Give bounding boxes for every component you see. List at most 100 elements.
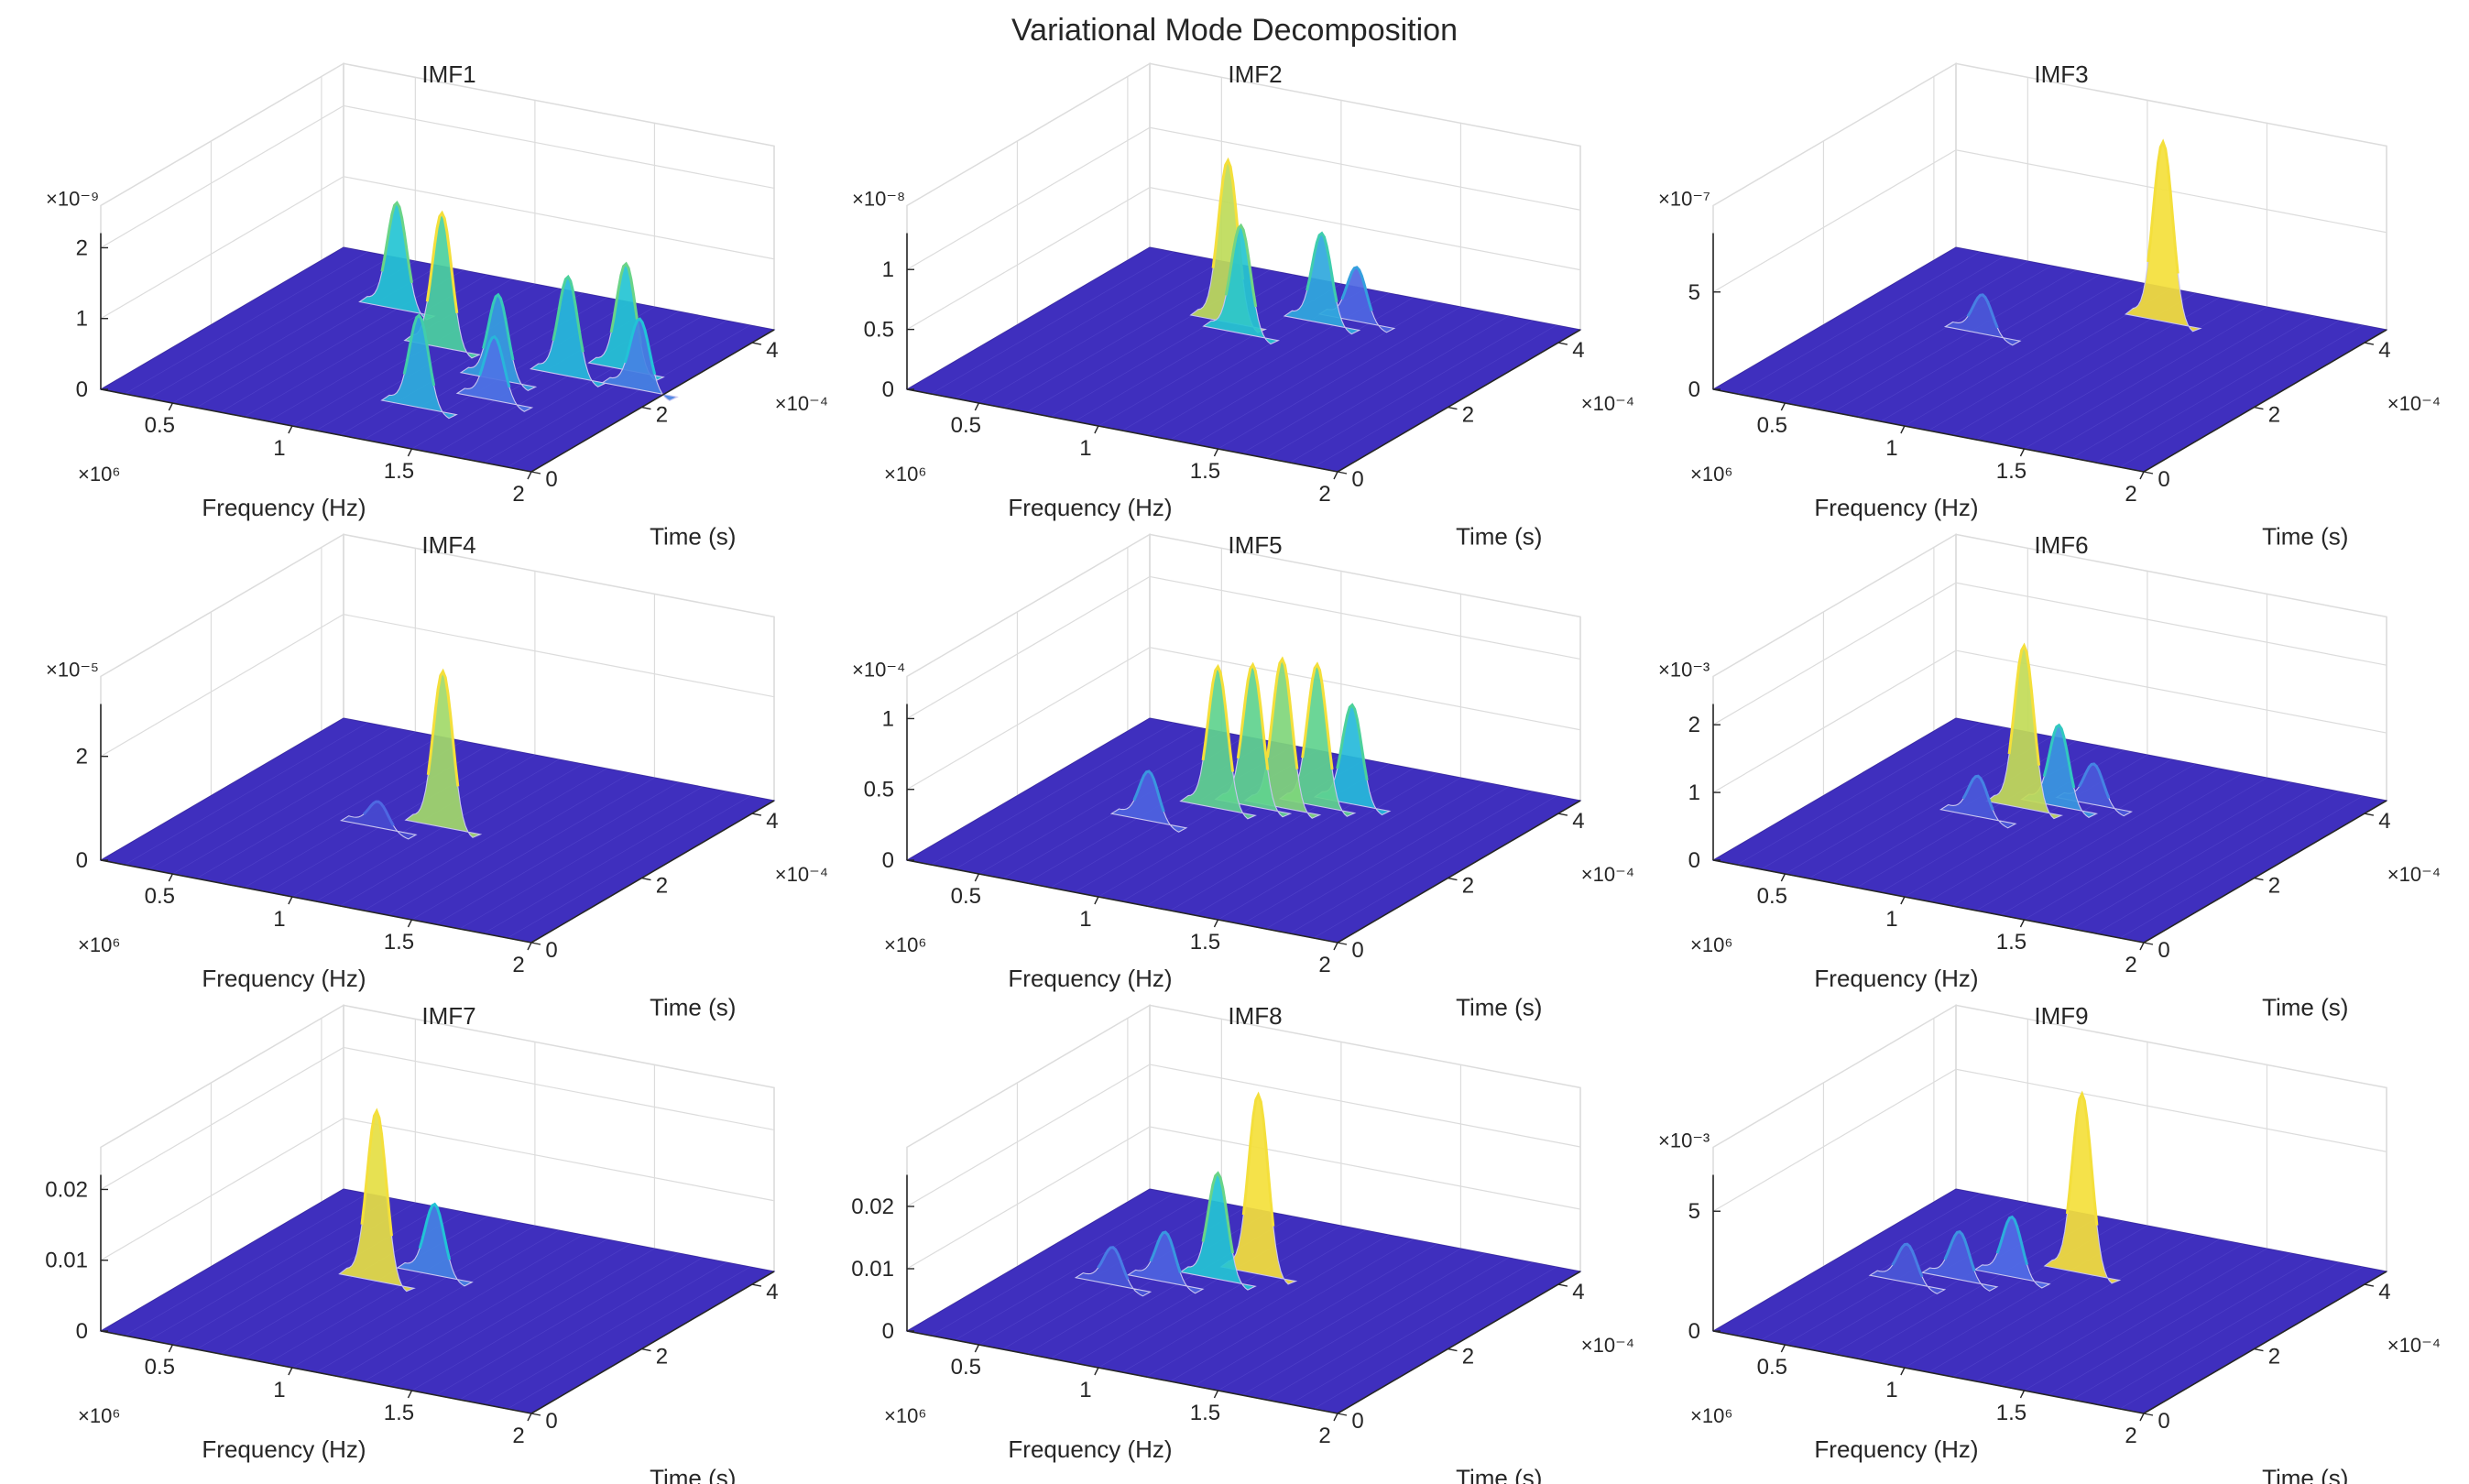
x-tick <box>168 873 173 882</box>
mesh-line <box>1194 772 1437 916</box>
x-tick <box>168 1344 173 1353</box>
peak-ridge <box>1236 661 1270 770</box>
peak-ridge <box>1306 231 1338 302</box>
x-tick-label: 1.5 <box>384 930 414 955</box>
mesh-line <box>507 324 751 468</box>
x-tick-label: 1 <box>1079 1378 1091 1402</box>
y-axis-label: Time (s) <box>2262 522 2348 550</box>
y-axis-label: Time (s) <box>650 522 736 550</box>
x-tick <box>1094 425 1099 434</box>
z-tick-label: 5 <box>1688 1199 1700 1224</box>
mesh-line <box>955 1197 1198 1341</box>
peak-ridge <box>1961 774 1994 812</box>
mesh-line <box>244 1216 487 1359</box>
x-tick <box>2139 1413 2145 1422</box>
z-tick-label: 0 <box>882 377 894 402</box>
x-tick <box>288 1367 293 1376</box>
mesh-line <box>2000 301 2244 445</box>
mesh-line <box>1145 1234 1390 1378</box>
time-axis <box>2143 1271 2387 1414</box>
x-tick <box>407 1390 413 1399</box>
x-tick-label: 2 <box>1318 1424 1330 1448</box>
mesh-line <box>459 315 703 459</box>
mesh-line <box>1241 781 1485 925</box>
grid-line <box>906 126 1581 270</box>
mesh-line <box>1785 260 2028 404</box>
z-tick-label: 1 <box>882 257 894 282</box>
y-tick <box>1448 877 1458 881</box>
x-tick <box>288 896 293 905</box>
x-tick-label: 0.5 <box>951 884 981 909</box>
mesh-line <box>1761 1197 2005 1341</box>
x-tick <box>1213 1390 1219 1399</box>
peak-ridge <box>1995 1215 2029 1266</box>
mesh-line <box>1313 795 1557 939</box>
x-exponent: ×10⁶ <box>1690 1404 1732 1427</box>
grid-line <box>906 647 1581 791</box>
x-tick <box>527 942 532 951</box>
mesh-line <box>435 781 679 925</box>
peak-ridge <box>2147 138 2179 274</box>
y-tick-label: 2 <box>1462 1345 1474 1369</box>
z-exponent: ×10⁻⁹ <box>46 187 99 210</box>
peak-ridge <box>360 1108 393 1237</box>
x-tick-label: 0.5 <box>1757 1355 1787 1380</box>
x-exponent: ×10⁶ <box>884 933 926 956</box>
x-tick-label: 2 <box>512 1424 524 1448</box>
y-tick <box>2143 471 2154 475</box>
mesh-line <box>1808 265 2052 409</box>
z-tick-label: 5 <box>1688 280 1700 305</box>
x-tick-label: 1.5 <box>1996 930 2027 955</box>
y-tick-label: 2 <box>1462 403 1474 428</box>
mesh-line <box>220 269 464 413</box>
y-tick-label: 4 <box>1572 809 1584 834</box>
mesh-line <box>2119 1266 2364 1410</box>
mesh-line <box>1832 1211 2076 1355</box>
mesh-line <box>1170 768 1414 911</box>
y-exponent: ×10⁻⁴ <box>1581 1334 1634 1357</box>
subplot-imf5: 0.511.5202400.51×10⁻⁴×10⁶×10⁻⁴Frequency … <box>852 531 1634 1020</box>
y-tick <box>2364 342 2375 345</box>
y-tick <box>641 877 651 881</box>
x-tick-label: 0.5 <box>145 884 175 909</box>
mesh-line <box>196 1206 440 1350</box>
x-tick-label: 2 <box>512 482 524 507</box>
grid-line <box>906 1064 1581 1207</box>
x-tick <box>1333 942 1338 951</box>
time-axis <box>2143 329 2387 473</box>
mesh-line <box>1265 315 1509 459</box>
mesh-line <box>2048 781 2291 925</box>
y-tick-label: 2 <box>656 1345 668 1369</box>
mesh-line <box>1976 768 2220 911</box>
z-tick-label: 0.02 <box>45 1177 88 1202</box>
mesh-line <box>315 758 560 902</box>
x-tick <box>2139 942 2145 951</box>
x-axis-label: Frequency (Hz) <box>1008 1435 1172 1463</box>
y-tick-label: 2 <box>1462 874 1474 899</box>
mesh-line <box>507 795 751 939</box>
z-tick-label: 0 <box>76 848 88 873</box>
x-tick <box>1780 1344 1786 1353</box>
grid-line <box>1712 1068 2387 1212</box>
mesh-line <box>483 1261 726 1405</box>
mesh-line <box>1289 320 1533 464</box>
mesh-line <box>196 736 440 879</box>
peak-ridge <box>623 317 657 376</box>
x-tick <box>974 402 979 411</box>
y-tick <box>1557 813 1568 816</box>
mesh-line <box>2000 1243 2244 1387</box>
x-tick-label: 1.5 <box>384 459 414 484</box>
z-tick-label: 0 <box>1688 1319 1700 1344</box>
z-tick-label: 0.5 <box>864 778 894 802</box>
z-tick-label: 0.01 <box>851 1257 894 1282</box>
y-tick-label: 0 <box>2158 1409 2169 1434</box>
y-tick-label: 0 <box>545 938 557 963</box>
x-tick <box>527 1413 532 1422</box>
x-tick <box>1333 1413 1338 1422</box>
z-tick-label: 0 <box>882 848 894 873</box>
x-tick <box>407 448 413 457</box>
y-tick-label: 4 <box>766 1280 778 1304</box>
mesh-line <box>1074 278 1317 422</box>
subplot-title: IMF2 <box>1228 60 1282 88</box>
